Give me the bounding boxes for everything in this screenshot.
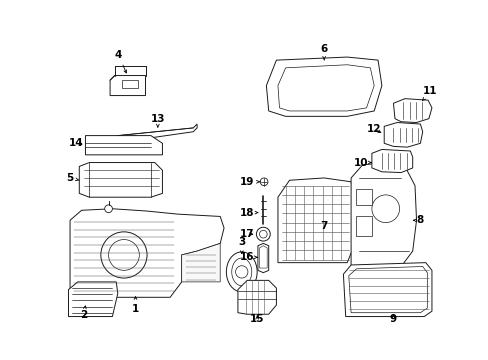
Circle shape	[108, 239, 139, 270]
Circle shape	[260, 178, 267, 186]
Circle shape	[101, 232, 147, 278]
Polygon shape	[343, 263, 431, 316]
Text: 3: 3	[238, 237, 245, 253]
Polygon shape	[122, 80, 138, 88]
Text: 7: 7	[320, 221, 327, 231]
Text: 4: 4	[115, 50, 126, 73]
Polygon shape	[238, 280, 276, 314]
Polygon shape	[393, 99, 431, 122]
Text: 1: 1	[132, 297, 139, 314]
Polygon shape	[79, 163, 162, 197]
Polygon shape	[257, 243, 268, 273]
Text: 2: 2	[80, 306, 87, 320]
Polygon shape	[70, 209, 224, 297]
Text: 10: 10	[353, 158, 370, 167]
Polygon shape	[384, 122, 422, 147]
Text: 9: 9	[389, 314, 396, 324]
Polygon shape	[259, 246, 266, 268]
Circle shape	[371, 195, 399, 222]
Polygon shape	[356, 216, 371, 236]
Ellipse shape	[231, 258, 251, 286]
Ellipse shape	[226, 252, 257, 292]
Polygon shape	[110, 76, 145, 95]
Text: 19: 19	[240, 177, 260, 187]
Text: 8: 8	[413, 215, 423, 225]
Polygon shape	[118, 124, 197, 139]
Polygon shape	[277, 178, 354, 263]
Text: 14: 14	[69, 138, 83, 148]
Polygon shape	[266, 57, 381, 116]
Text: 18: 18	[240, 208, 257, 217]
Text: 17: 17	[239, 229, 254, 239]
Polygon shape	[348, 266, 427, 313]
Polygon shape	[277, 65, 373, 111]
Text: 6: 6	[320, 44, 327, 60]
Text: 5: 5	[66, 173, 79, 183]
Polygon shape	[350, 163, 416, 270]
Polygon shape	[182, 243, 220, 282]
Polygon shape	[356, 189, 371, 205]
Circle shape	[256, 227, 270, 241]
Circle shape	[235, 266, 247, 278]
Polygon shape	[68, 282, 118, 316]
Text: 15: 15	[249, 314, 264, 324]
Text: 13: 13	[150, 114, 165, 127]
Text: 16: 16	[240, 252, 257, 262]
Circle shape	[259, 230, 266, 238]
Text: 11: 11	[422, 86, 437, 101]
Text: 12: 12	[366, 125, 381, 134]
Circle shape	[104, 205, 112, 213]
Polygon shape	[371, 149, 412, 172]
Polygon shape	[85, 136, 162, 155]
